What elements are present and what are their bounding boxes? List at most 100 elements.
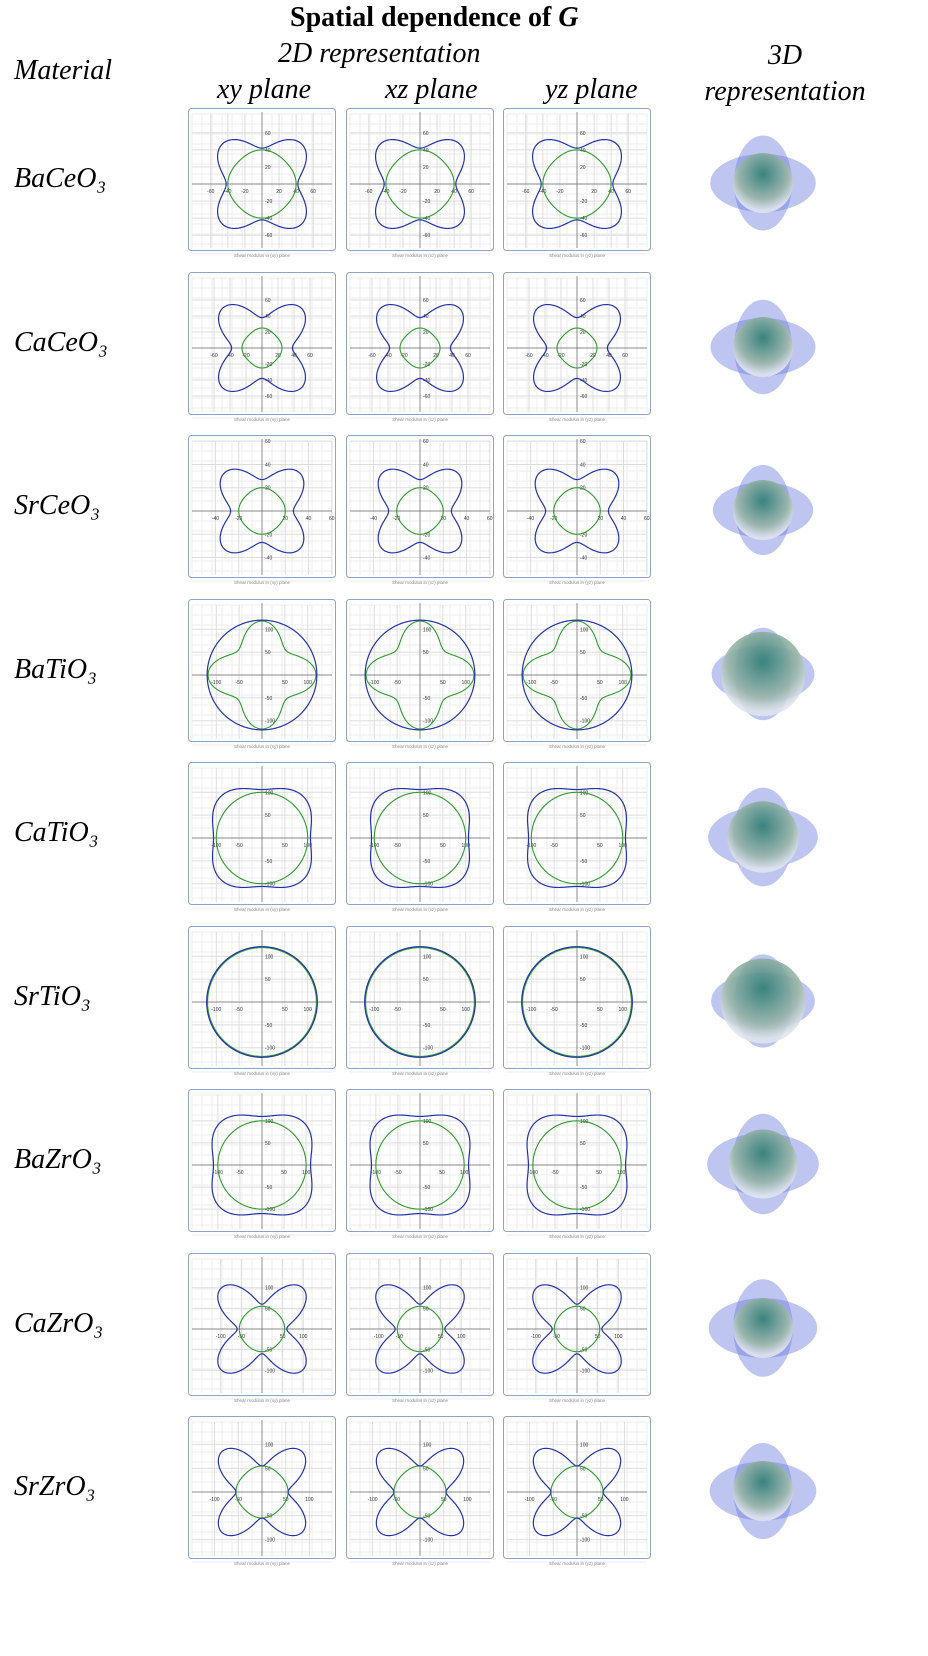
- y-tick-label: 40: [423, 462, 429, 468]
- plot-caption: Shear modulus in (yz) plane: [549, 1234, 606, 1239]
- x-tick-label: -100: [369, 680, 379, 686]
- plot-caption: Shear modulus in (xy) plane: [234, 1234, 291, 1239]
- x-tick-label: -100: [525, 1497, 535, 1503]
- material-label: CaCeO₃: [14, 327, 108, 359]
- y-tick-label: -50: [580, 1185, 587, 1191]
- plot-caption: Shear modulus in (xz) plane: [392, 1561, 449, 1566]
- y-tick-label: -60: [580, 394, 587, 400]
- title: Spatial dependence of G: [290, 2, 579, 34]
- x-tick-label: -50: [394, 680, 401, 686]
- inner-surface: [733, 1298, 793, 1358]
- x-tick-label: -100: [531, 1334, 541, 1340]
- x-tick-label: -50: [551, 680, 558, 686]
- polar-plot: -60-60-40-40-20-20202040406060Shear modu…: [346, 108, 494, 260]
- y-tick-label: 50: [265, 977, 271, 983]
- x-tick-label: -20: [556, 189, 563, 195]
- y-tick-label: -50: [265, 1022, 272, 1028]
- x-tick-label: -100: [211, 680, 221, 686]
- y-tick-label: 60: [423, 131, 429, 137]
- x-tick-label: -50: [394, 1007, 401, 1013]
- y-tick-label: 60: [265, 131, 271, 137]
- polar-plot: -100-100-50-505050100100Shear modulus in…: [503, 599, 651, 751]
- polar-plot: -60-60-40-40-20-20202040406060Shear modu…: [346, 272, 494, 424]
- surface-3d: [688, 1089, 836, 1241]
- y-tick-label: -60: [423, 233, 430, 239]
- y-tick-label: -60: [265, 233, 272, 239]
- y-tick-label: -50: [580, 859, 587, 865]
- y-tick-label: -100: [580, 1045, 590, 1051]
- polar-plot: -40-40-20-20202040406060Shear modulus in…: [346, 435, 494, 587]
- surface-3d: [688, 1253, 836, 1405]
- x-tick-label: -60: [368, 353, 375, 359]
- x-tick-label: -60: [207, 189, 214, 195]
- y-tick-label: -50: [580, 1022, 587, 1028]
- y-tick-label: -100: [265, 1045, 275, 1051]
- x-tick-label: -40: [370, 516, 377, 522]
- y-tick-label: -20: [423, 199, 430, 205]
- plot-caption: Shear modulus in (xy) plane: [234, 1561, 291, 1566]
- x-tick-label: -50: [236, 680, 243, 686]
- x-tick-label: 100: [619, 680, 628, 686]
- surface-3d: [688, 272, 836, 424]
- surface-3d: [688, 762, 836, 914]
- y-tick-label: 50: [265, 650, 271, 656]
- y-tick-label: 100: [265, 627, 274, 633]
- material-label: SrCeO₃: [14, 490, 100, 522]
- x-tick-label: 100: [299, 1334, 308, 1340]
- x-tick-label: 100: [457, 1334, 466, 1340]
- y-tick-label: -100: [423, 1537, 433, 1543]
- plane-label: yz plane: [545, 74, 638, 106]
- surface-3d: [688, 435, 836, 587]
- x-tick-label: -50: [551, 843, 558, 849]
- x-tick-label: -100: [369, 1007, 379, 1013]
- plot-caption: Shear modulus in (xz) plane: [392, 1071, 449, 1076]
- polar-plot: -100-100-50-505050100100Shear modulus in…: [346, 1089, 494, 1241]
- material-label: CaZrO₃: [14, 1308, 103, 1340]
- x-tick-label: 60: [465, 353, 471, 359]
- x-tick-label: 60: [625, 189, 631, 195]
- plot-caption: Shear modulus in (xy) plane: [234, 1398, 291, 1403]
- plot-caption: Shear modulus in (xy) plane: [234, 744, 291, 749]
- plot-caption: Shear modulus in (yz) plane: [549, 1071, 606, 1076]
- x-tick-label: -20: [241, 189, 248, 195]
- y-tick-label: 50: [580, 813, 586, 819]
- plot-caption: Shear modulus in (xz) plane: [392, 907, 449, 912]
- x-tick-label: -50: [394, 1170, 401, 1176]
- y-tick-label: -20: [580, 199, 587, 205]
- surface-3d: [688, 599, 836, 751]
- y-tick-label: -100: [265, 1537, 275, 1543]
- y-tick-label: -50: [265, 695, 272, 701]
- material-label: BaTiO₃: [14, 654, 97, 686]
- y-tick-label: -40: [580, 556, 587, 562]
- x-tick-label: 60: [644, 516, 650, 522]
- material-label: BaZrO₃: [14, 1144, 102, 1176]
- polar-plot: -100-100-50-505050100100Shear modulus in…: [188, 1089, 336, 1241]
- x-tick-label: 20: [591, 189, 597, 195]
- polar-plot: -100-100-50-505050100100Shear modulus in…: [503, 762, 651, 914]
- x-tick-label: -60: [365, 189, 372, 195]
- plot-caption: Shear modulus in (xy) plane: [234, 417, 291, 422]
- x-tick-label: -100: [211, 1007, 221, 1013]
- page: {"title": {"text": "Spatial dependence o…: [0, 0, 928, 1656]
- y-tick-label: -100: [423, 1045, 433, 1051]
- x-tick-label: 50: [597, 680, 603, 686]
- y-tick-label: 50: [265, 1141, 271, 1147]
- inner-surface: [727, 801, 798, 872]
- plane-label: xy plane: [217, 74, 311, 106]
- x-tick-label: 50: [440, 1007, 446, 1013]
- x-tick-label: -100: [368, 1497, 378, 1503]
- plot-caption: Shear modulus in (xz) plane: [392, 744, 449, 749]
- x-tick-label: 40: [464, 516, 470, 522]
- y-tick-label: -50: [423, 695, 430, 701]
- y-tick-label: 100: [580, 1443, 589, 1449]
- x-tick-label: 40: [306, 516, 312, 522]
- x-tick-label: -20: [399, 189, 406, 195]
- polar-plot: -40-40-20-20202040406060Shear modulus in…: [503, 435, 651, 587]
- y-tick-label: 100: [580, 1285, 589, 1291]
- y-tick-label: 60: [265, 298, 271, 304]
- x-tick-label: -50: [236, 1007, 243, 1013]
- x-tick-label: 60: [468, 189, 474, 195]
